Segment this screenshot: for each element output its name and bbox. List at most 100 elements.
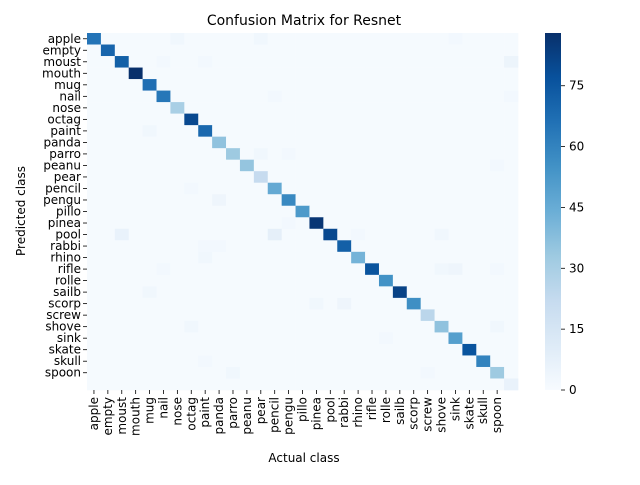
heatmap-cell	[309, 297, 324, 310]
heatmap-cell	[239, 125, 255, 137]
heatmap-cell	[504, 297, 519, 310]
heatmap-cell	[476, 194, 491, 207]
heatmap-cell	[170, 113, 185, 126]
heatmap-cell	[434, 136, 449, 149]
heatmap-cell	[323, 286, 338, 299]
heatmap-cell	[337, 90, 352, 103]
heatmap-cell	[448, 366, 463, 379]
heatmap-cell	[406, 136, 422, 149]
heatmap-cell	[198, 194, 213, 207]
heatmap-cell	[281, 251, 296, 264]
y-tick-label: mouth	[42, 66, 81, 80]
heatmap-cell	[212, 171, 227, 184]
heatmap-cell	[490, 228, 505, 241]
heatmap-cell	[392, 263, 408, 276]
heatmap-cell	[226, 309, 241, 322]
heatmap-cell	[267, 274, 282, 287]
heatmap-cell	[198, 102, 213, 114]
y-tick-label: pear	[54, 170, 81, 184]
heatmap-cell	[170, 194, 185, 207]
heatmap-cell	[337, 194, 352, 207]
heatmap-cell	[239, 378, 255, 391]
heatmap-cell	[476, 274, 491, 287]
heatmap-cell	[226, 286, 241, 299]
heatmap-cell	[378, 182, 394, 195]
heatmap-cell	[462, 159, 477, 172]
heatmap-cell	[212, 286, 227, 299]
heatmap-cell	[281, 136, 296, 149]
heatmap-cell	[184, 297, 199, 310]
heatmap-cell	[198, 274, 213, 287]
heatmap-cell	[490, 240, 505, 253]
heatmap-cell	[337, 286, 352, 299]
heatmap-cell	[448, 79, 463, 91]
heatmap-cell	[226, 297, 241, 310]
heatmap-cell	[378, 148, 394, 161]
heatmap-cell	[239, 79, 255, 91]
heatmap-cell	[198, 343, 213, 356]
heatmap-cell	[212, 355, 227, 368]
heatmap-cell	[392, 79, 408, 91]
heatmap-cell	[142, 194, 157, 207]
heatmap-cell	[295, 182, 310, 195]
x-tick-label: skull	[476, 397, 490, 424]
heatmap-cell	[309, 263, 324, 276]
heatmap-cell	[378, 90, 394, 103]
heatmap-cell	[448, 343, 463, 356]
heatmap-cell	[365, 56, 380, 68]
heatmap-cell	[239, 355, 255, 368]
heatmap-cell	[128, 79, 143, 91]
heatmap-cell	[226, 320, 241, 333]
x-tick-label: pencil	[268, 397, 282, 433]
heatmap-cell	[156, 274, 171, 287]
heatmap-cell	[337, 79, 352, 91]
heatmap-cell	[351, 33, 366, 45]
heatmap-cell	[226, 240, 241, 253]
heatmap-cell	[170, 309, 185, 322]
y-tick-label: paint	[50, 124, 81, 138]
heatmap-cell	[490, 309, 505, 322]
x-tick-label: spoon	[490, 397, 504, 433]
heatmap-cell	[170, 171, 185, 184]
heatmap-cell	[378, 56, 394, 68]
x-tick-label: moust	[115, 397, 129, 435]
heatmap-cell	[406, 320, 422, 333]
heatmap-cell	[239, 217, 255, 230]
heatmap-cell	[337, 113, 352, 126]
heatmap-cell	[87, 355, 102, 368]
heatmap-cell	[198, 125, 213, 137]
heatmap-cell	[337, 33, 352, 45]
heatmap-cell	[142, 148, 157, 161]
heatmap-cell	[309, 148, 324, 161]
x-tick-label: sailb	[393, 397, 407, 425]
heatmap-cell	[267, 320, 282, 333]
heatmap-cell	[365, 217, 380, 230]
heatmap-cell	[462, 148, 477, 161]
heatmap-cell	[212, 309, 227, 322]
heatmap-cell	[351, 355, 366, 368]
heatmap-cell	[448, 159, 463, 172]
heatmap-cell	[351, 343, 366, 356]
heatmap-cell	[100, 56, 116, 68]
colorbar-tick-label: 45	[569, 200, 584, 214]
heatmap-cell	[365, 355, 380, 368]
heatmap-cell	[212, 67, 227, 80]
heatmap-cell	[170, 33, 185, 45]
heatmap-cell	[253, 44, 269, 57]
x-tick-label: pool	[323, 397, 337, 423]
heatmap-cell	[295, 263, 310, 276]
heatmap-cell	[226, 251, 241, 264]
y-tick-label: pillo	[56, 205, 81, 219]
heatmap-cell	[448, 67, 463, 80]
x-tick-label: octag	[184, 397, 198, 431]
heatmap-cell	[378, 240, 394, 253]
y-tick-label: moust	[43, 55, 81, 69]
heatmap-cell	[87, 343, 102, 356]
heatmap-cell	[448, 136, 463, 149]
heatmap-cell	[476, 332, 491, 345]
heatmap-cell	[351, 136, 366, 149]
heatmap-cell	[434, 355, 449, 368]
heatmap-cell	[295, 286, 310, 299]
heatmap-cell	[504, 148, 519, 161]
heatmap-cell	[476, 182, 491, 195]
